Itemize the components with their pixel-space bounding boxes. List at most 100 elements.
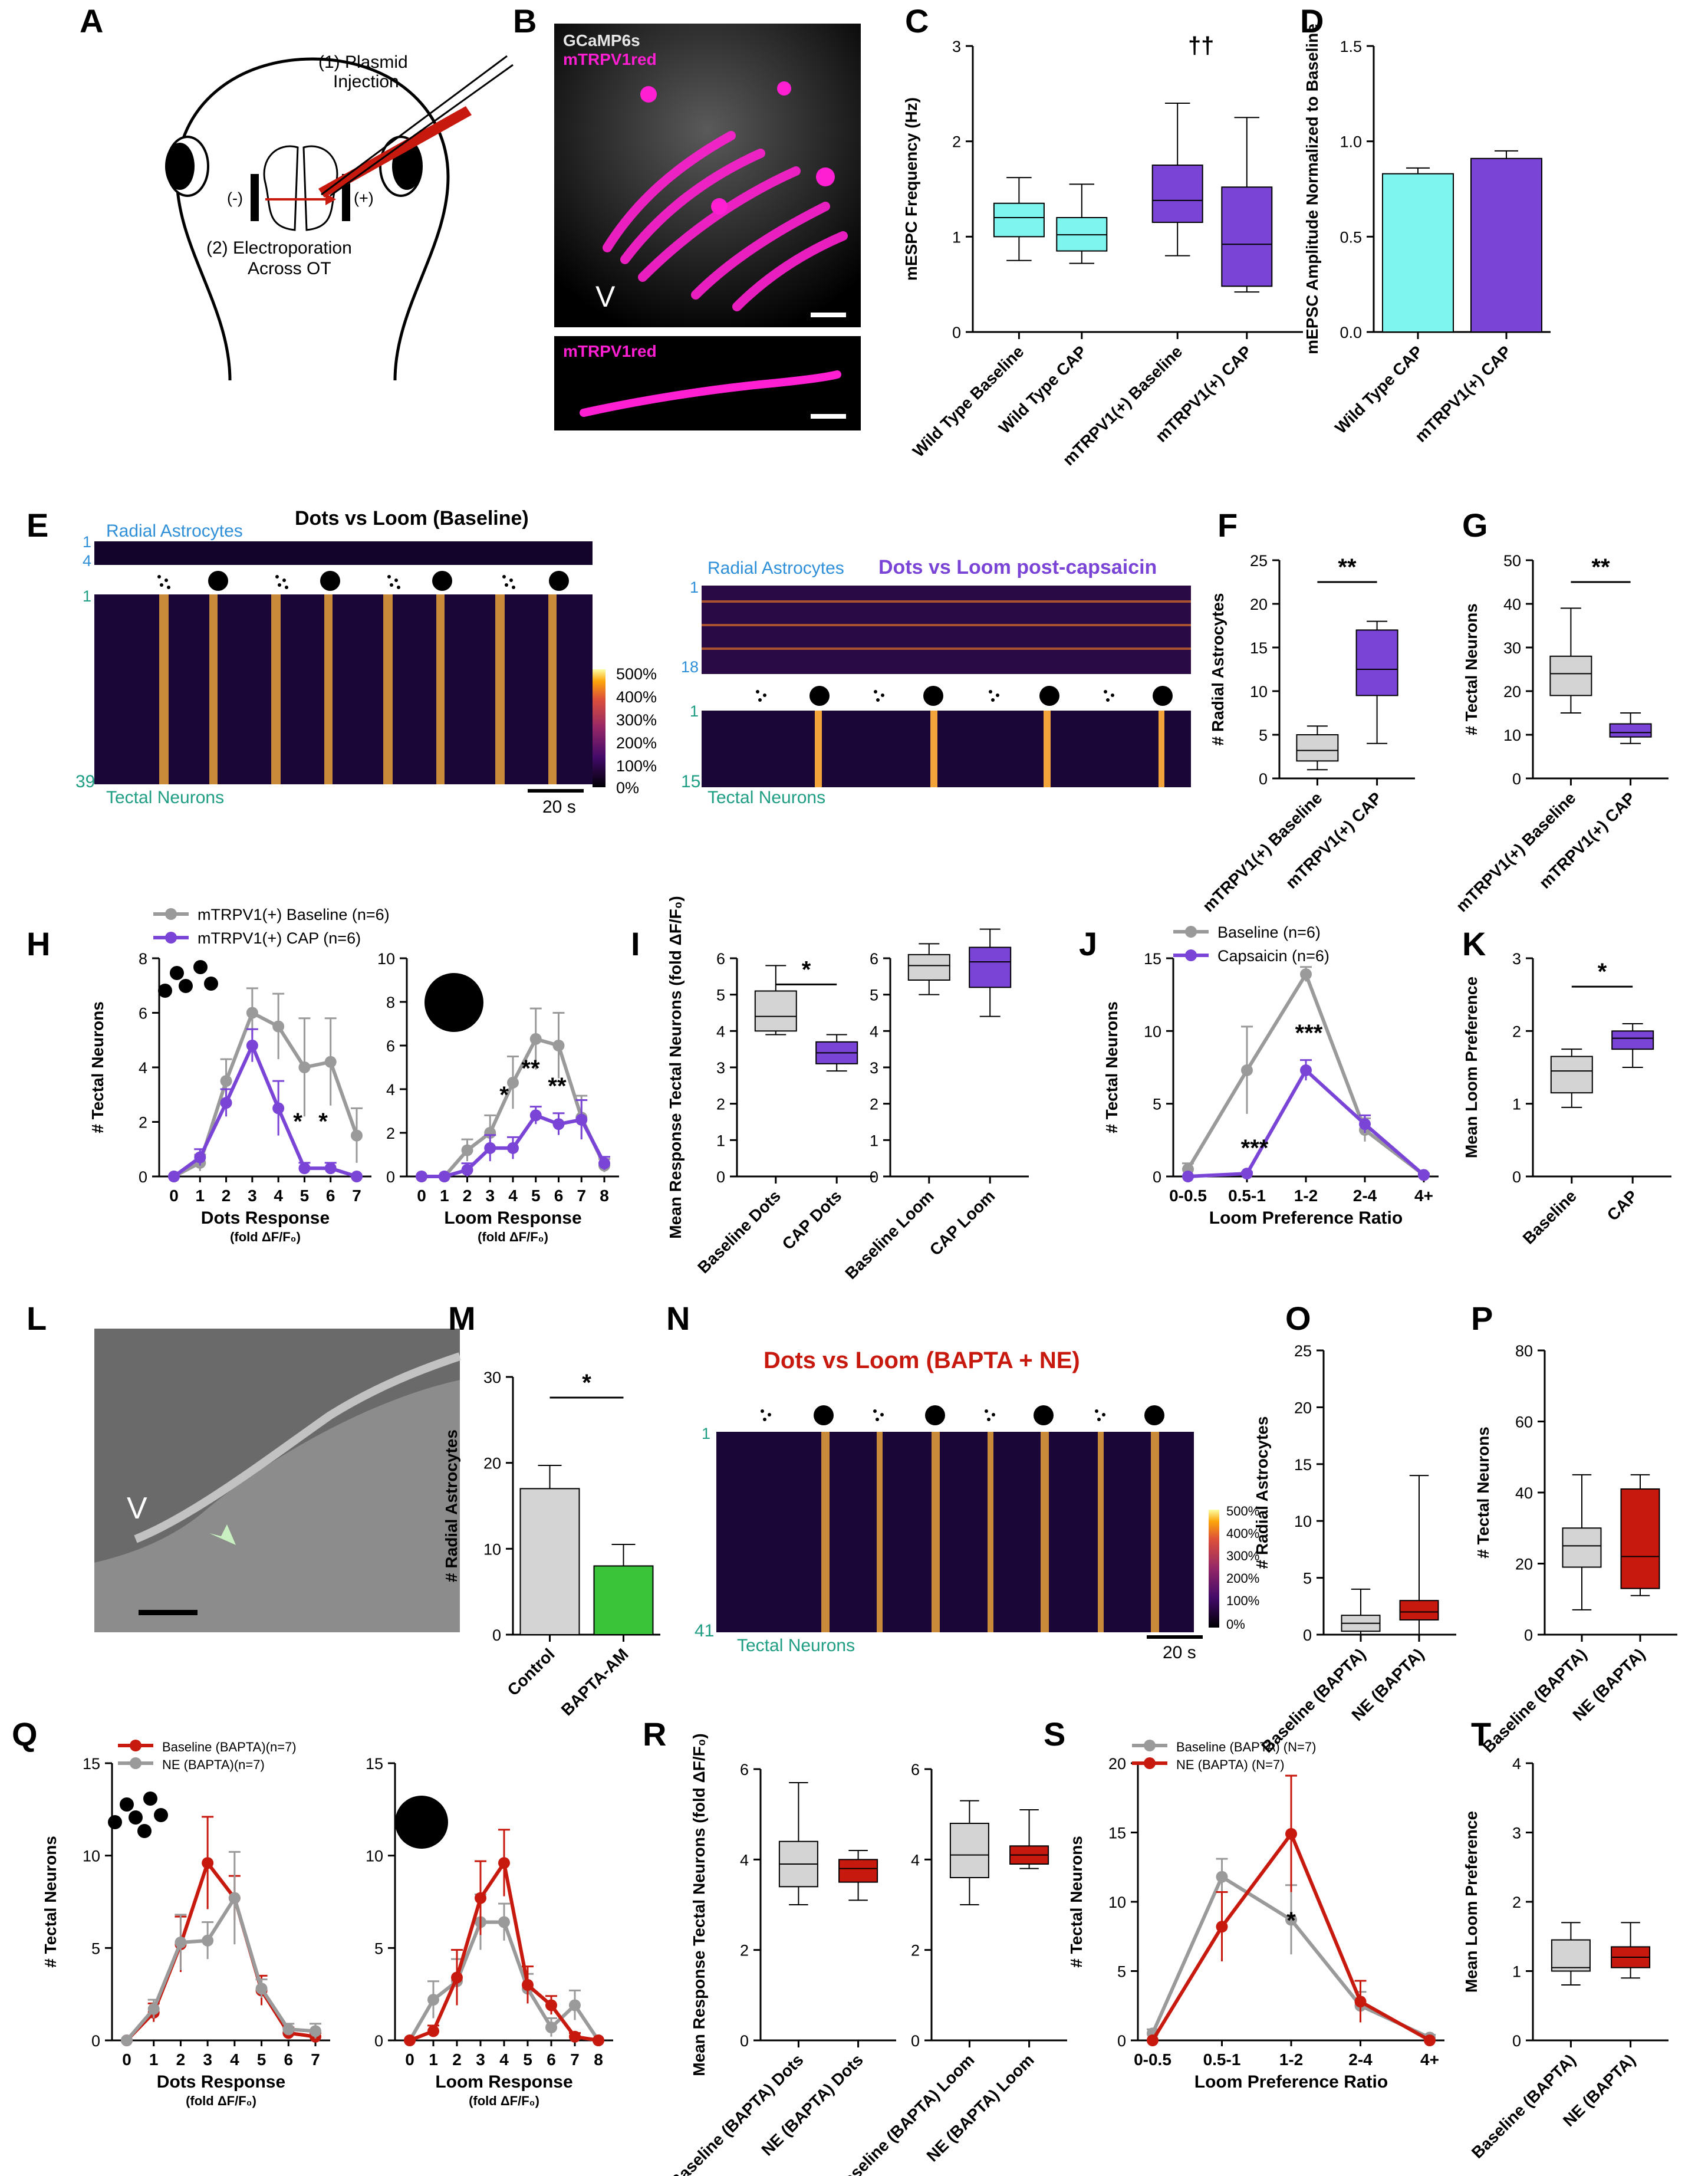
y-tick-label: 0 — [1259, 770, 1268, 788]
y-tick-label: 3 — [1512, 950, 1521, 968]
x-tick-label: NE (BAPTA) Loom — [923, 2050, 1038, 2165]
y-tick-label: 4 — [1512, 1755, 1521, 1773]
x-tick-label: 7 — [570, 2050, 580, 2069]
x-tick-label: 5 — [300, 1186, 310, 1205]
single-cell-image — [554, 336, 861, 430]
y-tick-label: 4 — [139, 1059, 147, 1077]
y-tick-label: 0 — [492, 1626, 501, 1644]
significance-mark: *** — [1241, 1135, 1269, 1161]
data-point — [522, 1979, 534, 1991]
step1-label: (1) Plasmid — [318, 52, 408, 72]
panel-label-m: M — [448, 1300, 476, 1337]
x-axis-label: Loom Response — [444, 1208, 581, 1228]
dots-stimulus-icon — [204, 977, 218, 991]
y-tick-label: 3 — [1512, 1825, 1521, 1842]
y-tick-label: 5 — [91, 1940, 100, 1957]
panel-b-images: B GCaMP6s mTRPV1red V mTRPV1red — [513, 2, 861, 430]
panel-label-h: H — [27, 925, 50, 962]
bar — [519, 1488, 580, 1636]
panel-label-k: K — [1462, 925, 1486, 962]
data-point — [507, 1076, 519, 1089]
loom-stimulus-icon — [424, 973, 483, 1032]
chart-m: 0 10 20 30 # Radial Astrocytes ControlBAPTA-A… — [442, 1369, 660, 1719]
x-tick-label: Baseline (BAPTA) — [1468, 2050, 1579, 2162]
y-tick-label: 4 — [870, 1023, 878, 1040]
data-point — [529, 1033, 542, 1045]
significance-mark: ** — [548, 1073, 567, 1099]
y-tick-label: 0 — [91, 2032, 100, 2050]
y-axis-label: Mean Loom Preference — [1462, 977, 1480, 1158]
legend-marker — [1185, 926, 1197, 938]
left-pupil — [165, 143, 195, 190]
x-tick-label: mTRPV1(+) CAP — [1411, 342, 1515, 445]
panel-label-b: B — [513, 2, 537, 40]
panel-label-c: C — [905, 2, 929, 40]
step2-label: (2) Electroporation — [206, 238, 352, 258]
y-tick-label: 6 — [139, 1005, 147, 1023]
data-point — [1285, 1914, 1297, 1926]
x-tick-label: 2 — [176, 2050, 186, 2069]
y-tick-label: 40 — [1515, 1484, 1533, 1502]
x-tick-label: 4 — [230, 2050, 239, 2069]
significance-mark: * — [499, 1082, 509, 1108]
data-point — [593, 2034, 604, 2046]
y-tick-label: 0 — [386, 1168, 395, 1186]
heatmap-e-stim-bands — [159, 594, 557, 784]
panel-label-n: N — [666, 1300, 690, 1337]
chart-r1: 0 2 4 6 Mean Response Tectal Neurons (fold Δ… — [666, 1733, 896, 2176]
chart-j: 0 5 10 15 # Tectal Neurons 0-0.5 0.5-1 1-2 2-4 4+… — [1103, 923, 1439, 1228]
data-point — [310, 2025, 321, 2037]
x-tick-label: CAP Loom — [926, 1186, 999, 1259]
y-axis-label: Mean Response Tectal Neurons (fold ΔF/F₀… — [690, 1733, 708, 2076]
time-scale-bar-n — [1147, 1635, 1203, 1639]
data-point — [427, 1994, 439, 2006]
x-tick-label: 1 — [429, 2050, 438, 2069]
svg-text:100%: 100% — [616, 757, 657, 775]
y-axis-label: # Tectal Neurons — [1462, 603, 1480, 735]
y-tick-label: 10 — [1108, 1894, 1126, 1911]
data-point — [569, 1999, 581, 2011]
x-tick-label: CAP Dots — [779, 1186, 845, 1253]
step2b-label: Across OT — [248, 259, 331, 278]
row-label-15: 15 — [681, 772, 700, 791]
legend-marker — [165, 932, 177, 944]
time-scale-bar-e — [528, 789, 584, 793]
data-point — [282, 2023, 295, 2036]
panel-label-s: S — [1044, 1715, 1065, 1753]
dots-stimulus-icon — [170, 966, 184, 980]
x-tick-label: 3 — [476, 2050, 485, 2069]
stimulus-icons-e2 — [756, 686, 1173, 706]
single-radial-astrocyte — [580, 370, 841, 417]
optic-tectum-left — [263, 145, 299, 231]
significance-mark: * — [802, 956, 811, 982]
row-label-n41: 41 — [695, 1621, 714, 1641]
data-point — [246, 1007, 258, 1019]
x-tick-label: 7 — [577, 1186, 586, 1205]
x-axis-label: Loom Response — [435, 2072, 572, 2092]
svg-text:200%: 200% — [616, 734, 657, 752]
y-tick-label: 15 — [1108, 1825, 1126, 1842]
y-tick-label: 20 — [1250, 596, 1268, 613]
significance-mark: *** — [1295, 1020, 1323, 1046]
y-axis-label: Mean Loom Preference — [1462, 1811, 1480, 1993]
x-tick-label: 5 — [531, 1186, 541, 1205]
legend-marker — [1185, 949, 1197, 961]
y-tick-label: 3 — [716, 1059, 725, 1077]
y-tick-label: 20 — [1294, 1399, 1312, 1416]
mtrpv1red-label: mTRPV1red — [563, 50, 657, 68]
bar — [593, 1565, 654, 1635]
box-iqr — [1611, 1030, 1654, 1050]
svg-text:0%: 0% — [1226, 1617, 1245, 1632]
mtrpv1red-label-2: mTRPV1red — [563, 342, 657, 360]
row-label-1b: 1 — [83, 587, 91, 605]
x-tick-label: Wild Type CAP — [1331, 342, 1426, 437]
y-tick-label: 15 — [1250, 639, 1268, 657]
tectal-neurons-label: Tectal Neurons — [106, 788, 224, 807]
x-tick-label: 5 — [257, 2050, 266, 2069]
data-point — [1285, 1827, 1297, 1840]
legend-marker — [1144, 1740, 1156, 1751]
panel-label-j: J — [1079, 925, 1097, 962]
data-point — [246, 1040, 258, 1051]
